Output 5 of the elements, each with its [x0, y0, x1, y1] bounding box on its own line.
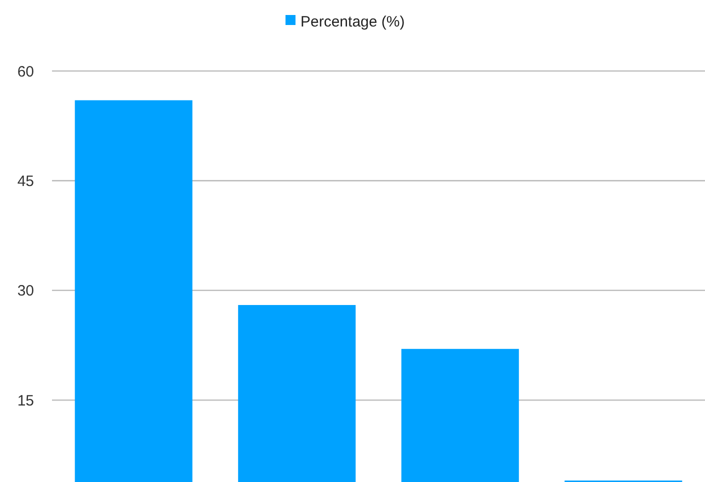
legend-label: Percentage (%)	[300, 13, 405, 30]
y-tick-label: 45	[17, 172, 34, 190]
y-tick-label: 60	[17, 63, 34, 80]
y-tick-label: 15	[17, 392, 34, 410]
y-tick-label: 30	[17, 282, 34, 300]
